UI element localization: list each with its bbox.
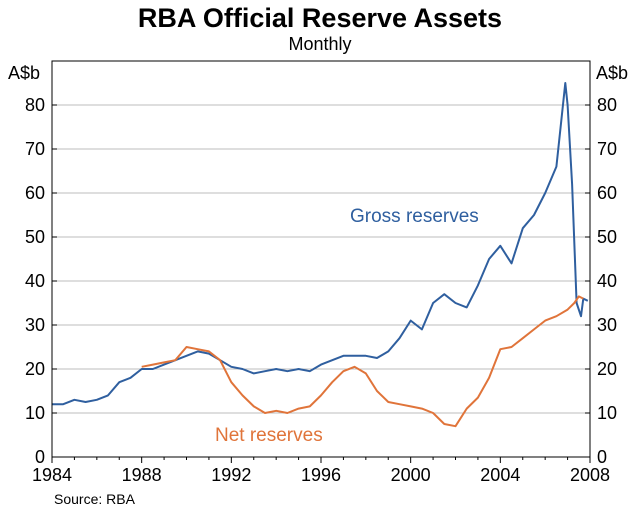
series-line [52,82,589,406]
y-tick-label-right: 30 [597,315,617,335]
y-tick-label-left: 80 [25,95,45,115]
net-reserves-label: Net reserves [215,425,323,446]
gross-reserves-label: Gross reserves [350,206,479,227]
y-axis-unit-right: A$b [596,63,628,83]
series-lines [52,82,589,428]
chart-title: RBA Official Reserve Assets [138,3,502,33]
y-tick-label-left: 20 [25,359,45,379]
x-tick-label: 2008 [570,465,610,485]
y-tick-label-right: 10 [597,403,617,423]
y-tick-label-right: 20 [597,359,617,379]
x-tick-label: 2004 [480,465,520,485]
x-tick-label: 1984 [32,465,72,485]
x-ticks: 1984 1988 1992 1996 2000 2004 2008 [32,457,610,485]
y-axis-unit-left: A$b [8,63,40,83]
y-tick-label-right: 40 [597,271,617,291]
x-tick-label: 1992 [211,465,251,485]
y-tick-label-left: 70 [25,139,45,159]
y-tick-label-right: 0 [597,447,607,467]
y-tick-label-right: 70 [597,139,617,159]
plot-frame [51,60,591,458]
x-tick-label: 2000 [391,465,431,485]
y-tick-label-right: 60 [597,183,617,203]
x-tick-label: 1996 [301,465,341,485]
y-tick-label-left: 40 [25,271,45,291]
y-tick-label-left: 60 [25,183,45,203]
y-ticks-left: 0 10 20 30 40 50 60 70 80 [25,95,57,467]
y-tick-label-left: 30 [25,315,45,335]
chart-subtitle: Monthly [288,34,351,54]
y-tick-label-right: 50 [597,227,617,247]
source-note: Source: RBA [54,491,136,507]
y-tick-label-left: 0 [35,447,45,467]
y-ticks-right: 0 10 20 30 40 50 60 70 80 [585,95,617,467]
y-tick-label-right: 80 [597,95,617,115]
x-tick-label: 1988 [122,465,162,485]
series-line [141,295,584,428]
y-tick-label-left: 50 [25,227,45,247]
y-tick-label-left: 10 [25,403,45,423]
